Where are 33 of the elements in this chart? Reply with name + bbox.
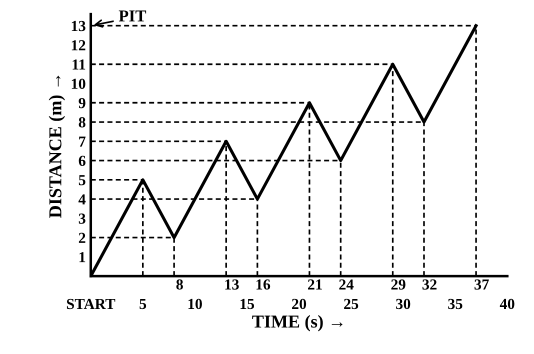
x2-tick-label: 13 <box>225 279 239 290</box>
y-tick-label: 6 <box>78 156 86 166</box>
x-tick-label: 10 <box>188 298 202 310</box>
y-tick-label: 12 <box>72 40 86 50</box>
x-tick-label: START <box>66 298 116 310</box>
x-tick-label: 25 <box>344 298 358 310</box>
x-tick-label: 20 <box>292 298 306 310</box>
x-tick-label: 30 <box>396 298 410 310</box>
x2-tick-label: 16 <box>256 279 270 290</box>
y-tick-label: 5 <box>78 175 86 186</box>
x2-tick-label: 21 <box>308 279 322 290</box>
x2-tick-label: 37 <box>474 279 489 290</box>
x2-tick-label: 32 <box>422 279 437 290</box>
y-tick-label: 13 <box>72 20 86 32</box>
y-tick-label: 8 <box>78 117 86 128</box>
y-tick-label: 7 <box>79 136 86 147</box>
y-tick-label: 10 <box>72 78 86 89</box>
annotation: PIT <box>118 10 146 22</box>
y-tick-label: 11 <box>72 59 86 70</box>
y-tick-label: 2 <box>78 232 86 243</box>
y-tick-label: 3 <box>78 214 86 224</box>
x2-tick-label: 29 <box>391 279 406 290</box>
x2-tick-label: 24 <box>339 279 354 290</box>
x-tick-label: 40 <box>500 298 514 310</box>
y-tick-label: 9 <box>78 98 86 108</box>
x-tick-label: 15 <box>240 298 254 310</box>
y-tick-label: 1 <box>80 252 86 262</box>
y-tick-label: 4 <box>78 194 86 204</box>
y-axis-title: DISTANCE (m) → <box>48 76 66 218</box>
x-tick-label: 5 <box>140 298 146 310</box>
x-tick-label: 35 <box>448 298 462 310</box>
x2-tick-label: 8 <box>176 279 183 290</box>
x-axis-title: TIME (s) → <box>252 314 342 332</box>
